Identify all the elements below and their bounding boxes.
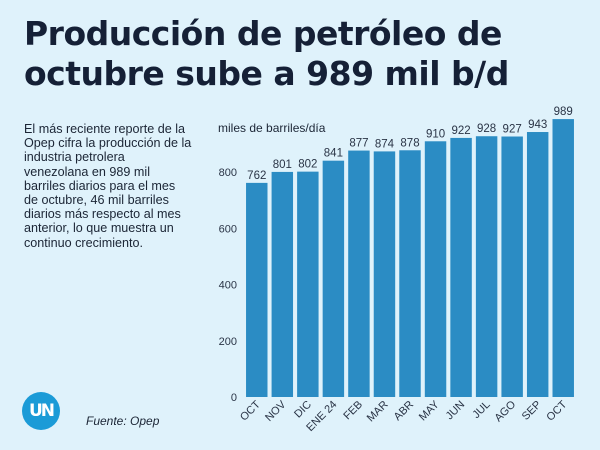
x-tick-label: FEB [341,399,365,423]
data-label: 878 [400,137,419,149]
headline: Producción de petróleo de octubre sube a… [24,14,584,94]
bar [399,150,421,397]
y-tick-label: 600 [219,223,237,235]
bar [475,136,498,397]
data-label: 943 [528,119,547,131]
x-tick-label: MAR [365,399,391,425]
headline-line-2: octubre sube a 989 mil b/d [24,54,509,93]
data-label: 922 [451,125,470,137]
x-tick-label: OCT [544,398,569,423]
y-axis-unit-label: miles de barriles/día [218,121,326,135]
bar [526,132,549,397]
data-label: 877 [349,138,368,150]
bar [552,119,574,397]
bar [501,136,523,397]
y-tick-label: 800 [219,167,237,179]
x-tick-label: NOV [263,398,289,424]
x-tick-label: OCT [238,398,263,423]
y-tick-label: 200 [219,336,237,348]
bar [348,150,370,397]
data-label: 910 [426,128,445,140]
source-note: Fuente: Opep [86,414,160,428]
x-tick-label: ABR [392,399,417,424]
bar [322,160,345,397]
description-text: El más reciente reporte de la Opep cifra… [24,122,192,250]
x-tick-label: JUN [444,399,468,423]
bar [450,137,472,397]
bar [246,182,268,397]
bar [297,171,319,397]
data-label: 927 [503,124,522,136]
y-tick-label: 400 [219,280,237,292]
x-tick-label: JUL [470,399,492,421]
x-tick-label: DIC [292,399,314,421]
un-logo: UN [22,392,60,430]
headline-line-1: Producción de petróleo de [24,14,502,53]
bar [424,141,447,397]
x-tick-label: MAY [417,398,442,423]
bar [271,171,294,397]
data-label: 801 [273,159,292,171]
x-tick-label: AGO [492,398,518,424]
bar [373,151,396,397]
data-label: 841 [324,148,343,160]
y-tick-label: 0 [231,392,237,404]
data-label: 874 [375,138,395,150]
x-tick-label: SEP [520,399,544,423]
data-label: 928 [477,123,496,135]
data-label: 989 [554,106,573,118]
data-label: 762 [247,170,266,182]
data-label: 802 [298,159,317,171]
